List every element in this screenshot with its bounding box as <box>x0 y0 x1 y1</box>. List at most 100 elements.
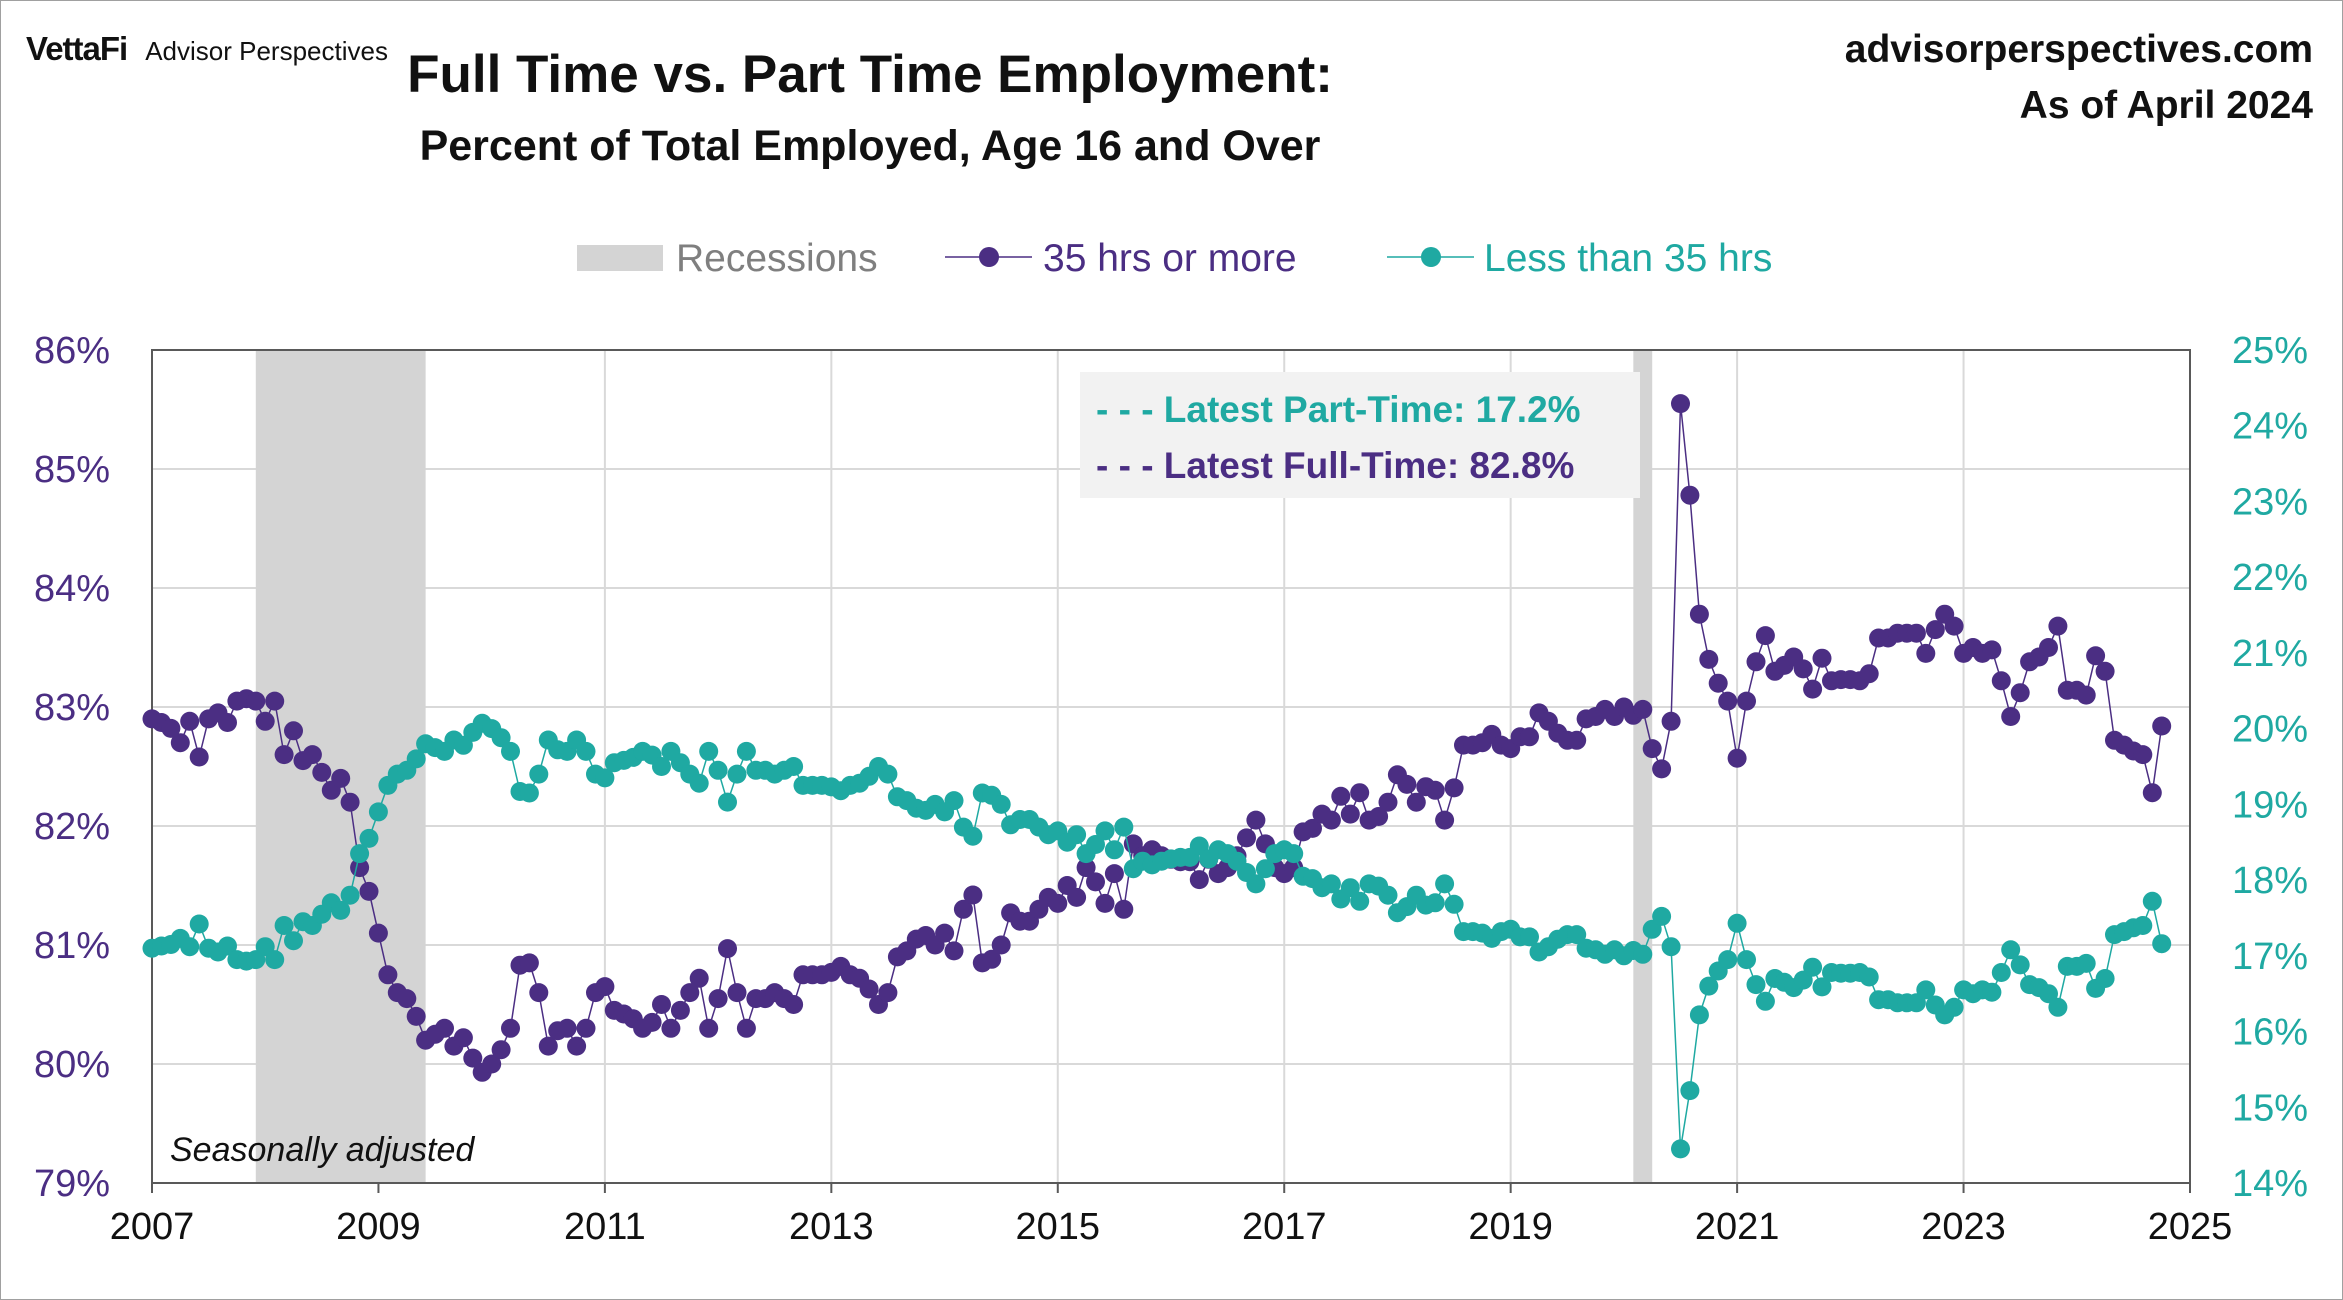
data-point <box>463 1048 483 1068</box>
legend-part-time-marker <box>1421 247 1441 267</box>
data-point <box>1812 648 1832 668</box>
data-point <box>784 757 804 776</box>
data-point <box>784 995 804 1014</box>
data-point <box>265 950 285 970</box>
data-point <box>340 792 360 812</box>
data-point <box>991 794 1011 814</box>
x-tick-label: 2017 <box>1242 1206 1327 1248</box>
data-point <box>350 844 370 864</box>
data-point <box>576 1018 596 1038</box>
data-point <box>368 923 388 943</box>
data-point <box>519 783 539 803</box>
data-point <box>2076 685 2096 705</box>
data-point <box>1925 620 1945 640</box>
data-point <box>501 1018 520 1038</box>
data-point <box>1642 739 1662 759</box>
y-right-tick-label: 19% <box>2232 784 2308 826</box>
data-point <box>2142 783 2162 803</box>
data-point <box>1737 950 1756 970</box>
x-tick-label: 2013 <box>789 1206 874 1248</box>
data-point <box>718 939 737 959</box>
data-point <box>2048 616 2068 636</box>
latest-full-time-label: - - - Latest Full-Time: 82.8% <box>1096 445 1574 486</box>
data-point <box>1397 774 1417 794</box>
data-point <box>1095 893 1115 913</box>
data-point <box>2152 716 2172 736</box>
legend-recession-label: Recessions <box>676 237 878 280</box>
x-tick-label: 2009 <box>336 1206 421 1248</box>
data-point <box>661 1018 681 1038</box>
data-point <box>595 977 615 997</box>
data-point <box>1803 679 1823 699</box>
x-tick-label: 2019 <box>1468 1206 1553 1248</box>
data-point <box>1104 840 1124 860</box>
legend-part-time-label: Less than 35 hrs <box>1484 237 1772 280</box>
data-point <box>1746 652 1766 672</box>
data-point <box>953 899 973 919</box>
data-point <box>708 989 728 1009</box>
series-part-time <box>142 713 2172 1159</box>
data-point <box>1378 792 1398 812</box>
data-point <box>944 941 964 961</box>
data-point <box>1350 783 1370 803</box>
data-point <box>340 885 360 905</box>
data-point <box>689 968 709 988</box>
data-point <box>2095 969 2115 988</box>
data-point <box>878 983 898 1003</box>
data-point <box>1916 643 1936 663</box>
data-point <box>1567 925 1587 945</box>
data-point <box>331 900 351 920</box>
data-point <box>189 747 209 767</box>
data-point <box>1520 927 1539 947</box>
data-point <box>670 1000 690 1020</box>
y-left-tick-label: 86% <box>34 330 110 372</box>
series-layer <box>142 394 2172 1159</box>
data-point <box>161 718 181 738</box>
data-point <box>1991 671 2011 691</box>
data-point <box>274 916 294 935</box>
data-point <box>1737 691 1756 711</box>
data-point <box>1689 1005 1709 1025</box>
data-point <box>1076 858 1096 878</box>
data-point <box>963 826 983 846</box>
data-point <box>1350 891 1370 911</box>
y-right-tick-label: 18% <box>2232 860 2308 902</box>
data-point <box>878 764 898 784</box>
data-point <box>406 749 426 769</box>
data-point <box>529 983 549 1003</box>
x-tick-label: 2015 <box>1016 1206 1101 1248</box>
data-point <box>2010 683 2030 703</box>
data-point <box>1982 640 2002 660</box>
data-point <box>1425 893 1445 913</box>
y-left-tick-label: 82% <box>34 806 110 848</box>
data-point <box>1321 874 1341 894</box>
data-point <box>491 1040 511 1060</box>
x-tick-label: 2023 <box>1921 1206 2006 1248</box>
legend: Recessions 35 hrs or more Less than 35 hrs <box>577 237 1772 280</box>
data-point <box>218 936 237 956</box>
data-point <box>1321 810 1341 830</box>
data-point <box>642 1012 662 1032</box>
data-point <box>1303 818 1322 838</box>
data-point <box>435 1018 454 1038</box>
y-right-tick-label: 22% <box>2232 557 2308 599</box>
latest-part-time-label: - - - Latest Part-Time: 17.2% <box>1096 389 1581 430</box>
data-point <box>727 983 747 1003</box>
data-point <box>1982 982 2002 1002</box>
data-point <box>218 713 237 732</box>
data-point <box>689 773 709 793</box>
data-point <box>1944 616 1964 636</box>
y-left-tick-label: 79% <box>34 1163 110 1205</box>
data-point <box>1718 691 1738 711</box>
data-point <box>284 721 303 741</box>
data-point <box>1086 872 1105 892</box>
data-point <box>1746 975 1766 995</box>
latest-values-box <box>1080 372 1640 498</box>
data-point <box>935 923 955 943</box>
data-point <box>284 931 303 951</box>
data-point <box>1340 878 1360 898</box>
data-point <box>180 937 200 957</box>
data-point <box>1095 821 1115 841</box>
data-point <box>1793 659 1813 679</box>
